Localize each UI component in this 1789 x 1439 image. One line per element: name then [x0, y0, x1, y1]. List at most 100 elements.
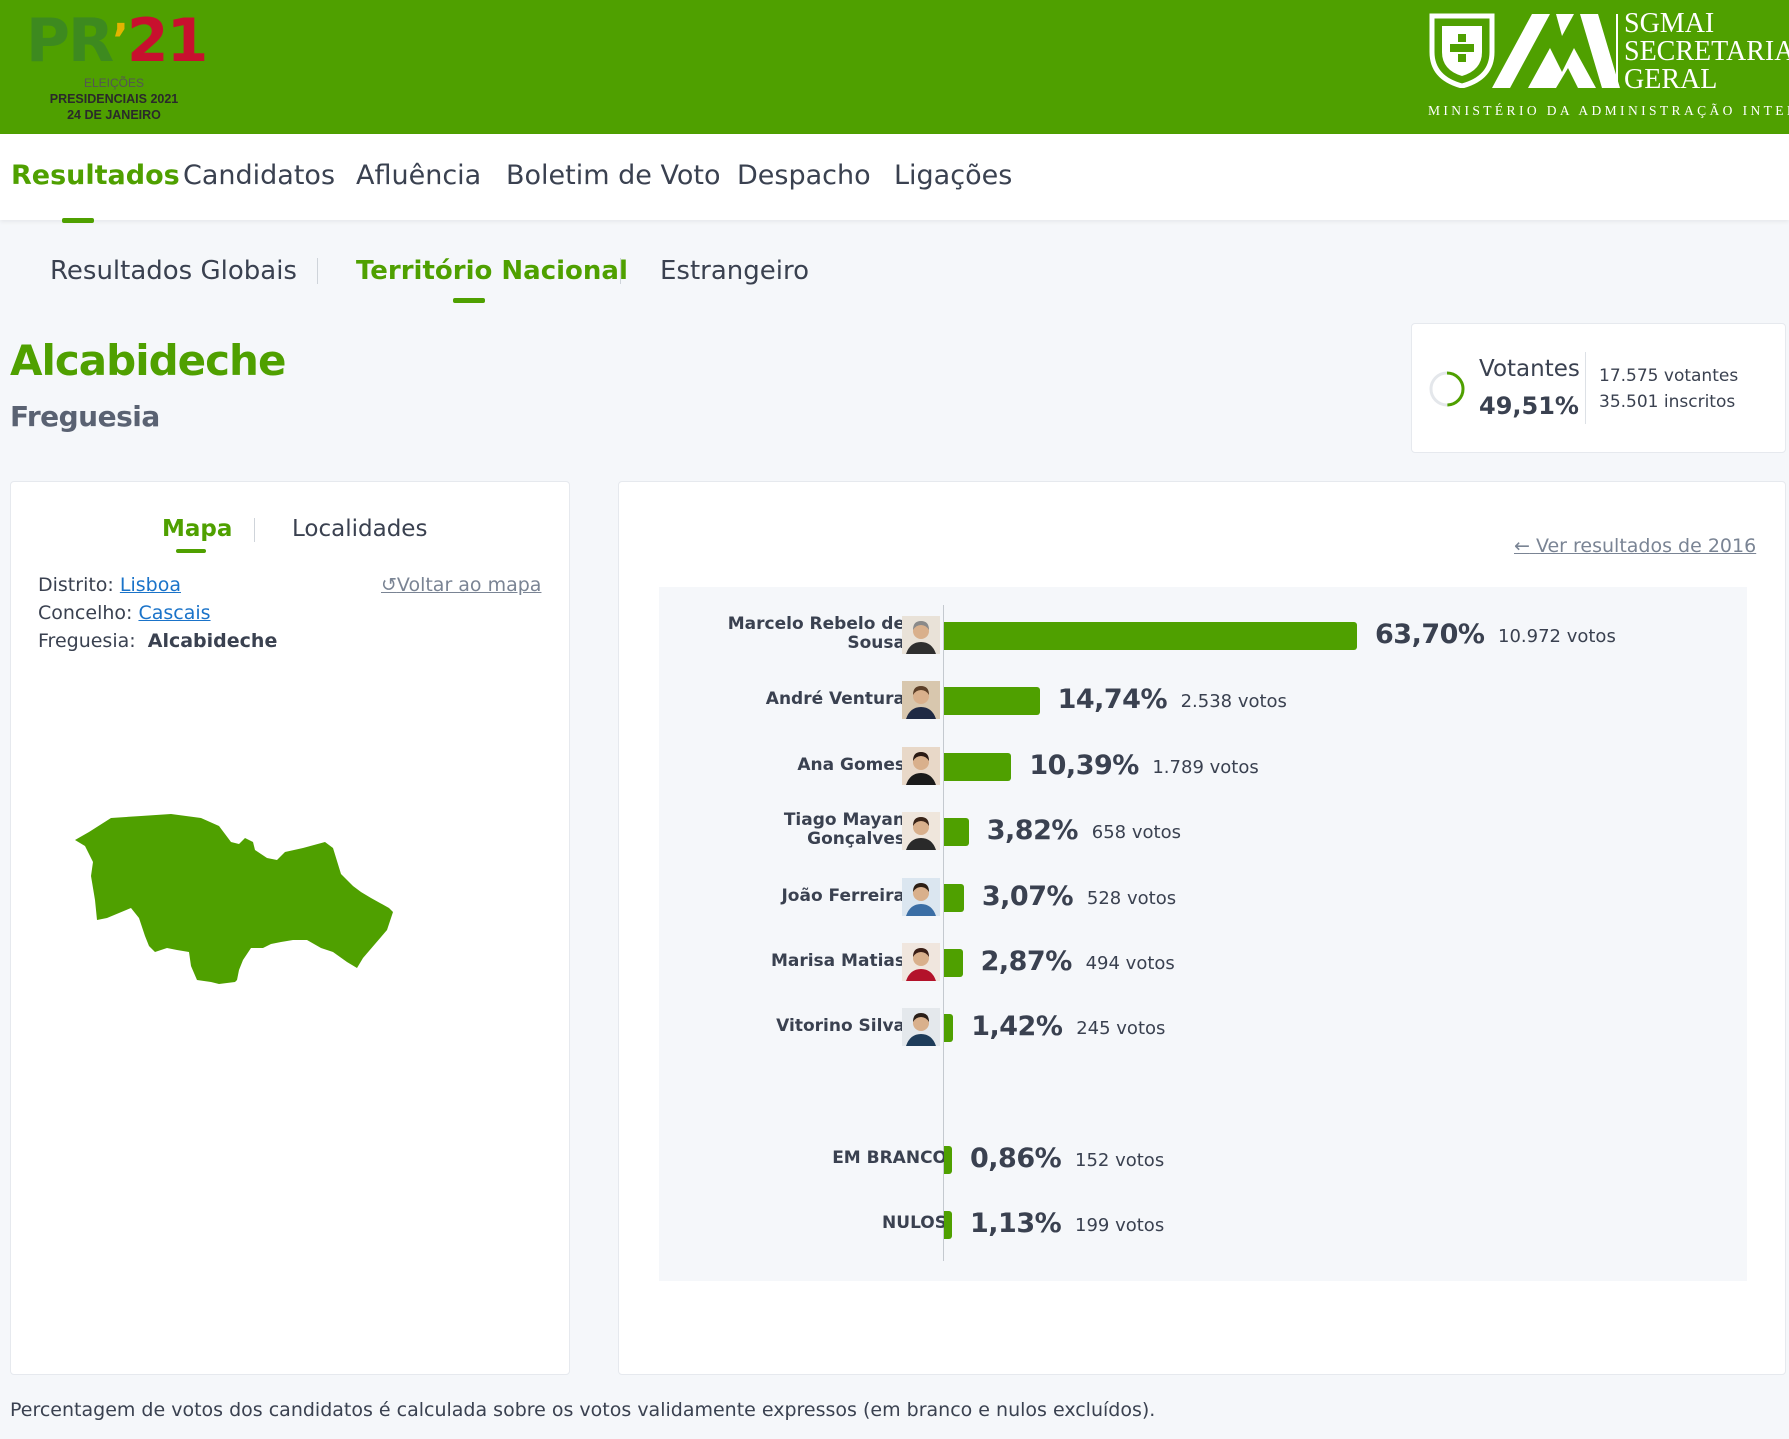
inscritos-count: 35.501 inscritos — [1599, 392, 1736, 412]
freguesia-value: Alcabideche — [147, 630, 278, 652]
result-row: Vitorino Silva 1,42% 245 votos — [659, 1001, 1747, 1051]
result-percentage: 3,07% — [981, 881, 1074, 912]
map-region-shape[interactable] — [75, 814, 393, 984]
votantes-card: Votantes 49,51% 17.575 votantes 35.501 i… — [1411, 323, 1786, 453]
result-percentage: 10,39% — [1029, 750, 1139, 781]
result-percentage: 1,13% — [970, 1208, 1062, 1239]
subnav-territorio-nacional[interactable]: Território Nacional — [356, 256, 628, 286]
freguesia-label: Freguesia: — [38, 630, 136, 652]
chart-axis — [943, 605, 944, 1261]
result-percentage: 0,86% — [970, 1143, 1062, 1174]
candidate-name: Ana Gomes — [797, 755, 905, 775]
ver-2016-label: Ver resultados de 2016 — [1535, 535, 1757, 557]
tab-mapa[interactable]: Mapa — [162, 516, 233, 542]
tab-active-indicator — [176, 549, 206, 553]
result-row: Tiago Mayan Gonçalves 3,82% 658 votos — [659, 805, 1747, 855]
nav-despacho[interactable]: Despacho — [737, 160, 871, 191]
results-chart: Marcelo Rebelo de Sousa 63,70% 10.972 voto… — [659, 587, 1747, 1281]
result-bar — [944, 1014, 954, 1042]
footnote: Percentagem de votos dos candidatos é ca… — [10, 1399, 1156, 1421]
result-row: André Ventura 14,74% 2.538 votos — [659, 674, 1747, 724]
result-percentage: 3,82% — [986, 815, 1079, 846]
concelho-row: Concelho: Cascais — [38, 602, 211, 624]
freguesia-map[interactable] — [71, 812, 406, 1012]
map-panel: Mapa Localidades Distrito: Lisboa Concel… — [10, 481, 570, 1375]
votantes-count: 17.575 votantes — [1599, 366, 1739, 386]
nav-afluencia[interactable]: Afluência — [356, 160, 482, 191]
candidate-photo — [902, 943, 940, 981]
logo-line2: PRESIDENCIAIS 2021 — [49, 92, 179, 106]
candidate-name: João Ferreira — [781, 886, 905, 906]
result-votes: 152 votos — [1075, 1150, 1165, 1171]
result-bar — [944, 687, 1040, 715]
result-percentage: 1,42% — [971, 1011, 1063, 1042]
result-bar — [944, 1146, 952, 1174]
nav-resultados[interactable]: Resultados — [11, 160, 180, 191]
result-bar — [944, 949, 963, 977]
subnav-resultados-globais[interactable]: Resultados Globais — [50, 256, 297, 286]
nav-candidatos[interactable]: Candidatos — [183, 160, 336, 191]
result-bar — [944, 622, 1357, 650]
logo-pr-text: PR — [26, 6, 114, 76]
result-votes: 494 votos — [1085, 953, 1175, 974]
subnav-estrangeiro[interactable]: Estrangeiro — [660, 256, 810, 286]
subnav-active-indicator — [453, 298, 485, 303]
candidate-name: Tiago Mayan Gonçalves — [783, 810, 905, 849]
result-percentage: 14,74% — [1057, 684, 1168, 715]
candidate-name: EM BRANCO — [832, 1148, 947, 1168]
sgmai-line3: GERAL — [1624, 64, 1718, 95]
header: PR’21 ELEIÇÕES PRESIDENCIAIS 2021 24 DE … — [0, 0, 1789, 134]
mai-monogram-icon — [1492, 14, 1620, 88]
ministry-name: MINISTÉRIO DA ADMINISTRAÇÃO INTERNA — [1428, 103, 1789, 118]
nav-active-indicator — [62, 218, 94, 223]
sgmai-line2: SECRETARIA — [1624, 36, 1789, 67]
portugal-shield-icon — [1429, 13, 1495, 88]
turnout-ring-icon — [1429, 371, 1465, 407]
logo-line1: ELEIÇÕES — [83, 76, 145, 90]
result-votes: 199 votos — [1075, 1215, 1165, 1236]
result-votes: 245 votos — [1076, 1018, 1166, 1039]
candidate-name: Marcelo Rebelo de Sousa — [727, 614, 905, 653]
page-title: Alcabideche — [10, 336, 286, 385]
result-row: Marisa Matias 2,87% 494 votos — [659, 936, 1747, 986]
distrito-link[interactable]: Lisboa — [119, 574, 181, 596]
sgmai-logo[interactable]: SGMAI SECRETARIA GERAL MINISTÉRIO DA ADM… — [1428, 10, 1789, 125]
result-row: NULOS 1,13% 199 votos — [659, 1198, 1747, 1248]
candidate-photo — [902, 878, 940, 916]
candidate-photo — [902, 681, 940, 719]
results-panel: ← Ver resultados de 2016 Marcelo Rebelo … — [618, 481, 1786, 1375]
candidate-name: Vitorino Silva — [776, 1016, 905, 1036]
pr21-logo[interactable]: PR’21 ELEIÇÕES PRESIDENCIAIS 2021 24 DE … — [26, 6, 208, 122]
logo-num-text: 21 — [126, 6, 208, 76]
result-bar — [944, 818, 969, 846]
nav-ligacoes[interactable]: Ligações — [894, 160, 1013, 191]
back-to-map-link[interactable]: ↺Voltar ao mapa — [381, 574, 541, 596]
result-bar — [944, 884, 964, 912]
page-subtitle: Freguesia — [10, 400, 160, 433]
back-to-map-label: Voltar ao mapa — [396, 574, 542, 596]
tab-localidades[interactable]: Localidades — [292, 516, 428, 542]
candidate-photo — [902, 747, 940, 785]
result-votes: 658 votos — [1091, 822, 1181, 843]
candidate-name: NULOS — [882, 1213, 947, 1233]
candidate-name: Marisa Matias — [770, 951, 905, 971]
votantes-percentage: 49,51% — [1479, 392, 1579, 420]
result-row: EM BRANCO 0,86% 152 votos — [659, 1133, 1747, 1183]
result-votes: 528 votos — [1086, 888, 1177, 909]
result-votes: 2.538 votos — [1180, 691, 1287, 712]
ver-2016-link[interactable]: ← Ver resultados de 2016 — [1514, 535, 1756, 557]
result-row: Ana Gomes 10,39% 1.789 votos — [659, 740, 1747, 790]
arrow-left-icon: ← — [1514, 535, 1530, 557]
candidate-photo — [902, 616, 940, 654]
nav-boletim-de-voto[interactable]: Boletim de Voto — [506, 160, 721, 191]
result-bar — [944, 753, 1012, 781]
sgmai-line1: SGMAI — [1624, 8, 1715, 39]
distrito-label: Distrito: — [38, 574, 114, 596]
result-row: Marcelo Rebelo de Sousa 63,70% 10.972 voto… — [659, 609, 1747, 659]
concelho-label: Concelho: — [38, 602, 133, 624]
concelho-link[interactable]: Cascais — [138, 602, 211, 624]
result-percentage: 63,70% — [1375, 619, 1485, 650]
result-bar — [944, 1211, 952, 1239]
result-percentage: 2,87% — [980, 946, 1073, 977]
votantes-label: Votantes — [1479, 356, 1580, 382]
